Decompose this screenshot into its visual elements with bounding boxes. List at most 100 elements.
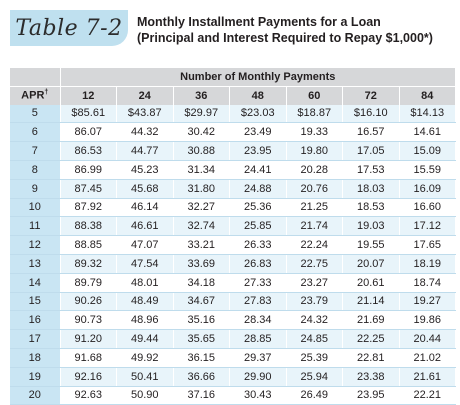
payment-cell: 33.21 [173, 235, 230, 255]
payment-cell: 23.38 [342, 367, 400, 387]
payment-cell: 46.61 [116, 216, 174, 237]
table-row: 17 91.20 49.44 35.65 28.85 24.85 22.25 20.44 [10, 329, 456, 349]
payment-cell: 16.09 [399, 179, 456, 199]
payment-cell: 28.34 [229, 310, 287, 331]
column-header-24: 24 [116, 85, 174, 105]
apr-cell: 11 [10, 216, 61, 237]
payment-cell: 30.42 [173, 122, 230, 143]
payment-cell: 23.95 [342, 386, 400, 405]
payment-cell: 44.77 [116, 141, 174, 161]
payment-cell: 21.14 [342, 292, 400, 312]
payment-cell: 27.83 [229, 292, 287, 312]
payment-cell: 89.79 [60, 273, 117, 293]
payment-cell: 20.61 [342, 273, 400, 293]
payment-cell: $16.10 [342, 104, 400, 124]
payment-cell: 23.95 [229, 141, 287, 161]
payment-cell: 30.43 [229, 386, 287, 405]
payment-cell: $18.87 [286, 104, 343, 124]
table-row: 14 89.79 48.01 34.18 27.33 23.27 20.61 18.74 [10, 273, 456, 293]
payment-cell: 32.27 [173, 198, 230, 218]
apr-header-label: APR [21, 90, 45, 103]
heading-line-2: (Principal and Interest Required to Repa… [137, 31, 433, 45]
payment-cell: 90.26 [60, 292, 117, 312]
payment-cell: 34.67 [173, 292, 230, 312]
payment-cell: 17.53 [342, 160, 400, 180]
payment-cell: 19.55 [342, 235, 400, 255]
payment-cell: 47.54 [116, 254, 174, 274]
payment-cell: 15.09 [399, 141, 456, 161]
apr-cell: 6 [10, 122, 61, 143]
table-row: 16 90.73 48.96 35.16 28.34 24.32 21.69 19.86 [10, 310, 456, 331]
table-row: 9 87.45 45.68 31.80 24.88 20.76 18.03 16.09 [10, 179, 456, 199]
payment-cell: 23.79 [286, 292, 343, 312]
payment-cell: 22.25 [342, 329, 400, 349]
payment-cell: 49.92 [116, 348, 174, 368]
table-heading: Monthly Installment Payments for a Loan … [137, 14, 455, 46]
column-header-36: 36 [173, 85, 230, 105]
payment-cell: $85.61 [60, 104, 117, 124]
payment-cell: 20.07 [342, 254, 400, 274]
payment-cell: 92.16 [60, 367, 117, 387]
payment-cell: 15.59 [399, 160, 456, 180]
payment-cell: 35.65 [173, 329, 230, 349]
payment-cell: 23.49 [229, 122, 287, 143]
payment-cell: 49.44 [116, 329, 174, 349]
payment-cell: 48.01 [116, 273, 174, 293]
column-header-84: 84 [399, 85, 456, 105]
column-header-48: 48 [229, 85, 287, 105]
payment-cell: 33.69 [173, 254, 230, 274]
payment-cell: 21.02 [399, 348, 456, 368]
table-row: 8 86.99 45.23 31.34 24.41 20.28 17.53 15.59 [10, 160, 456, 180]
payment-cell: 46.14 [116, 198, 174, 218]
payment-cell: $43.87 [116, 104, 174, 124]
payment-cell: 23.27 [286, 273, 343, 293]
apr-cell: 12 [10, 235, 61, 255]
apr-column-header: APR† [10, 85, 61, 105]
payment-cell: 25.39 [286, 348, 343, 368]
payment-cell: 45.23 [116, 160, 174, 180]
payment-cell: 28.85 [229, 329, 287, 349]
column-header-row: APR† 12 24 36 48 60 72 84 [10, 85, 456, 105]
group-header-row: Number of Monthly Payments [10, 68, 456, 87]
payment-cell: 87.45 [60, 179, 117, 199]
table-row: 20 92.63 50.90 37.16 30.43 26.49 23.95 22.21 [10, 386, 456, 405]
payment-cell: 92.63 [60, 386, 117, 405]
payment-cell: 24.41 [229, 160, 287, 180]
apr-cell: 17 [10, 329, 61, 349]
payment-cell: 26.33 [229, 235, 287, 255]
table-row: 12 88.85 47.07 33.21 26.33 22.24 19.55 17.65 [10, 235, 456, 255]
installment-payments-table: Number of Monthly Payments APR† 12 24 36 48… [10, 68, 456, 405]
payment-cell: 27.33 [229, 273, 287, 293]
heading-line-1: Monthly Installment Payments for a Loan [137, 15, 381, 29]
column-header-60: 60 [286, 85, 343, 105]
column-header-72: 72 [342, 85, 400, 105]
table-row: 5 $85.61 $43.87 $29.97 $23.03 $18.87 $16.10 $14… [10, 104, 456, 124]
payment-cell: 20.28 [286, 160, 343, 180]
payment-cell: 17.05 [342, 141, 400, 161]
apr-cell: 7 [10, 141, 61, 161]
table-number-label: Table 7-2 [15, 15, 123, 41]
payment-cell: 25.94 [286, 367, 343, 387]
payment-cell: 19.86 [399, 310, 456, 331]
payment-cell: 88.85 [60, 235, 117, 255]
payment-cell: 30.88 [173, 141, 230, 161]
payment-cell: 91.68 [60, 348, 117, 368]
payment-cell: 50.41 [116, 367, 174, 387]
table-row: 6 86.07 44.32 30.42 23.49 19.33 16.57 14.61 [10, 122, 456, 143]
table-body: 5 $85.61 $43.87 $29.97 $23.03 $18.87 $16.10 $14… [10, 104, 456, 405]
apr-cell: 8 [10, 160, 61, 180]
payment-cell: 29.90 [229, 367, 287, 387]
payment-cell: 50.90 [116, 386, 174, 405]
payment-cell: 18.74 [399, 273, 456, 293]
payment-cell: 19.33 [286, 122, 343, 143]
payment-cell: 90.73 [60, 310, 117, 331]
table-row: 18 91.68 49.92 36.15 29.37 25.39 22.81 21.02 [10, 348, 456, 368]
payment-cell: 21.74 [286, 216, 343, 237]
payment-cell: 24.32 [286, 310, 343, 331]
payment-cell: 29.37 [229, 348, 287, 368]
payment-cell: 31.80 [173, 179, 230, 199]
payment-cell: 16.60 [399, 198, 456, 218]
payment-cell: 21.69 [342, 310, 400, 331]
payment-cell: 35.16 [173, 310, 230, 331]
payment-cell: 21.25 [286, 198, 343, 218]
